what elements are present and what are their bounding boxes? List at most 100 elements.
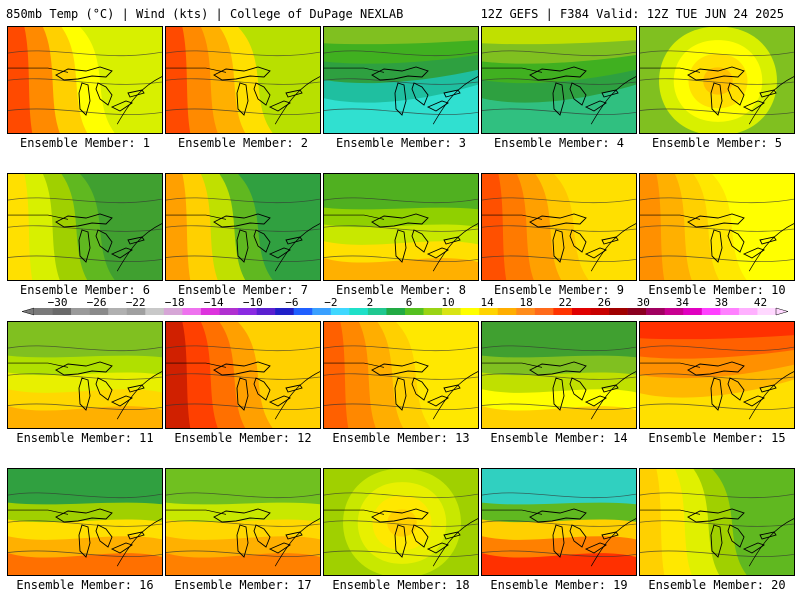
lake-outline: [253, 82, 271, 106]
lake-outline: [127, 531, 145, 540]
colorbar-swatch: [590, 308, 610, 315]
lake-outline: [759, 236, 777, 245]
temperature-fill: [166, 174, 191, 280]
ensemble-member-label: Ensemble Member: 4: [493, 136, 625, 150]
colorbar-swatch: [52, 308, 72, 315]
colorbar-tick-label: 10: [441, 296, 454, 309]
height-contour: [482, 78, 636, 85]
ensemble-panel: [323, 173, 479, 281]
colorbar-arrow-right: [775, 307, 789, 316]
ensemble-panel: [639, 173, 795, 281]
colorbar-tick-label: 6: [406, 296, 413, 309]
lake-outline: [110, 542, 134, 554]
colorbar-swatch: [163, 308, 183, 315]
colorbar-swatch: [386, 308, 406, 315]
boundary-line: [8, 509, 69, 515]
lake-outline: [710, 524, 723, 558]
height-contour: [8, 492, 162, 499]
temperature-fill: [482, 174, 507, 280]
lake-outline: [213, 66, 271, 81]
colorbar-swatch: [367, 308, 387, 315]
height-contour: [324, 550, 478, 557]
ensemble-member-label: Ensemble Member: 14: [490, 431, 628, 445]
height-contour: [482, 345, 636, 352]
height-contour: [8, 255, 162, 262]
height-contour: [8, 197, 162, 204]
lake-outline: [285, 89, 303, 98]
height-contour: [166, 108, 320, 115]
lake-outline: [236, 229, 249, 263]
colorbar-tick-label: 22: [559, 296, 572, 309]
colorbar-tick-label: 2: [367, 296, 374, 309]
lake-outline: [584, 247, 608, 259]
height-contour: [324, 225, 478, 232]
colorbar-swatch: [627, 308, 647, 315]
height-contour: [482, 108, 636, 115]
lake-outline: [411, 82, 429, 106]
ensemble-panel: [639, 321, 795, 429]
lake-outline: [601, 384, 619, 393]
lake-outline: [529, 361, 587, 376]
lake-outline: [426, 100, 450, 112]
lake-outline: [285, 384, 303, 393]
temperature-map: [166, 322, 320, 428]
ensemble-member-label: Ensemble Member: 16: [16, 578, 154, 592]
colorbar-swatch: [720, 308, 740, 315]
height-contour: [324, 373, 478, 380]
lake-outline: [236, 377, 249, 411]
lake-outline: [687, 361, 745, 376]
boundary-line: [748, 223, 794, 272]
height-contour: [324, 345, 478, 352]
height-contour: [166, 403, 320, 410]
lake-outline: [759, 89, 777, 98]
temperature-fill: [482, 406, 636, 428]
colorbar-swatch: [683, 308, 703, 315]
ensemble-panel: [165, 468, 321, 576]
ensemble-member-label: Ensemble Member: 6: [19, 283, 151, 297]
colorbar-swatch: [534, 308, 554, 315]
boundary-line: [274, 518, 320, 567]
height-contour: [640, 492, 794, 499]
height-contour: [324, 108, 478, 115]
lake-outline: [569, 377, 587, 401]
ensemble-panel: [323, 321, 479, 429]
boundary-line: [590, 371, 636, 420]
colorbar-swatch: [423, 308, 443, 315]
colorbar-swatch: [219, 308, 239, 315]
height-contour: [482, 373, 636, 380]
lake-outline: [110, 100, 134, 112]
ensemble-member-label: Ensemble Member: 18: [332, 578, 470, 592]
colorbar-tick-label: −22: [126, 296, 146, 309]
colorbar-swatch: [108, 308, 128, 315]
lake-outline: [687, 213, 745, 228]
boundary-line: [166, 362, 227, 368]
colorbar-swatch: [571, 308, 591, 315]
height-contour: [166, 520, 320, 527]
colorbar-tick-label: 18: [520, 296, 533, 309]
lake-outline: [443, 384, 461, 393]
colorbar-swatch: [701, 308, 721, 315]
temperature-map: [640, 469, 794, 575]
ensemble-member-label: Ensemble Member: 11: [16, 431, 154, 445]
lake-outline: [426, 542, 450, 554]
ensemble-member-label: Ensemble Member: 2: [177, 136, 309, 150]
lake-outline: [285, 531, 303, 540]
ensemble-panel: [323, 26, 479, 134]
ensemble-panel: [165, 173, 321, 281]
height-contour: [640, 550, 794, 557]
temperature-fill: [324, 322, 349, 428]
colorbar-swatch: [145, 308, 165, 315]
lake-outline: [443, 531, 461, 540]
temperature-map: [324, 174, 478, 280]
ensemble-panel: [7, 468, 163, 576]
lake-outline: [78, 377, 91, 411]
temperature-fill: [640, 174, 665, 280]
colorbar-tick-label: −2: [324, 296, 337, 309]
boundary-line: [166, 509, 227, 515]
lake-outline: [569, 229, 587, 253]
height-contour: [8, 373, 162, 380]
temperature-fill: [324, 27, 478, 45]
lake-outline: [601, 236, 619, 245]
ensemble-member-label: Ensemble Member: 20: [648, 578, 786, 592]
height-contour: [324, 255, 478, 262]
